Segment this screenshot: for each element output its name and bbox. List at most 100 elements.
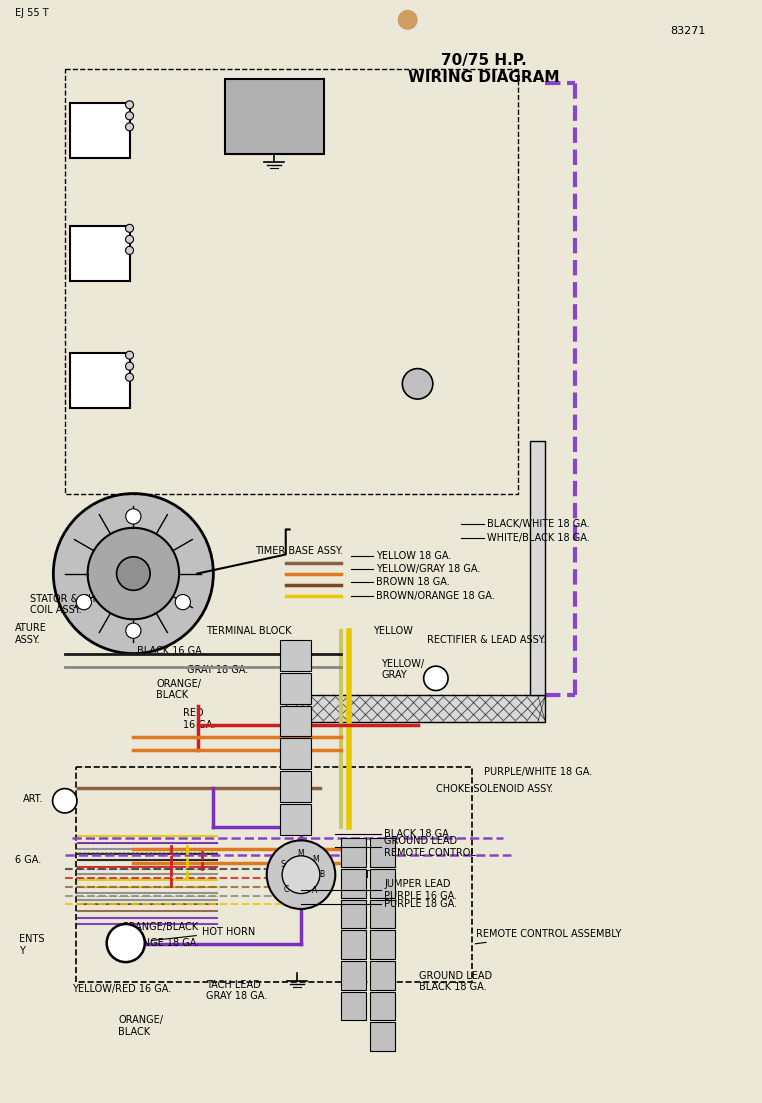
Text: ATURE
ASSY.: ATURE ASSY. xyxy=(15,623,47,645)
Text: 12: 12 xyxy=(378,1003,387,1009)
Text: YELLOW/GRAY 18 GA.: YELLOW/GRAY 18 GA. xyxy=(376,564,481,575)
Circle shape xyxy=(126,351,133,360)
FancyBboxPatch shape xyxy=(280,673,311,704)
FancyBboxPatch shape xyxy=(341,838,366,867)
FancyBboxPatch shape xyxy=(530,441,545,695)
Text: BROWN 18 GA.: BROWN 18 GA. xyxy=(376,577,450,588)
Text: WHITE/BLACK 18 GA.: WHITE/BLACK 18 GA. xyxy=(487,533,590,544)
Text: 6: 6 xyxy=(351,1003,356,1009)
Text: POWER PACK 3
ASSEMBLY: POWER PACK 3 ASSEMBLY xyxy=(233,106,315,128)
Text: COIL
1: COIL 1 xyxy=(87,370,113,392)
Text: TACH LEAD
GRAY 18 GA.: TACH LEAD GRAY 18 GA. xyxy=(206,979,267,1002)
Circle shape xyxy=(88,528,179,619)
Text: COIL
3: COIL 3 xyxy=(87,119,113,141)
FancyBboxPatch shape xyxy=(341,900,366,929)
FancyBboxPatch shape xyxy=(341,930,366,959)
Text: ENTS
Y: ENTS Y xyxy=(19,934,44,956)
FancyBboxPatch shape xyxy=(225,79,324,154)
Text: 3: 3 xyxy=(351,911,356,917)
Circle shape xyxy=(126,235,133,244)
Text: 83271: 83271 xyxy=(671,25,706,36)
Text: ORANGE 18 GA.: ORANGE 18 GA. xyxy=(122,938,199,949)
Text: JUMPER LEAD
PURPLE 16 GA.: JUMPER LEAD PURPLE 16 GA. xyxy=(384,879,457,901)
Text: PURPLE/WHITE 18 GA.: PURPLE/WHITE 18 GA. xyxy=(484,767,592,778)
Circle shape xyxy=(402,368,433,399)
Text: GROUND LEAD
BLACK 18 GA.: GROUND LEAD BLACK 18 GA. xyxy=(419,971,492,993)
FancyBboxPatch shape xyxy=(370,992,395,1020)
Text: BLACK/WHITE 18 GA.: BLACK/WHITE 18 GA. xyxy=(487,518,590,529)
FancyBboxPatch shape xyxy=(280,640,311,671)
Text: 2: 2 xyxy=(293,684,298,693)
FancyBboxPatch shape xyxy=(70,226,130,281)
Circle shape xyxy=(126,100,133,109)
Text: 3: 3 xyxy=(293,717,298,726)
FancyBboxPatch shape xyxy=(370,930,395,959)
Text: YELLOW: YELLOW xyxy=(373,625,413,636)
Text: CHOKE SOLENOID ASSY.: CHOKE SOLENOID ASSY. xyxy=(436,783,553,794)
FancyBboxPatch shape xyxy=(370,838,395,867)
Text: YELLOW/RED 16 GA.: YELLOW/RED 16 GA. xyxy=(72,984,171,995)
Text: ORANGE/
BLACK: ORANGE/ BLACK xyxy=(118,1015,163,1037)
Text: 10: 10 xyxy=(378,942,387,947)
Circle shape xyxy=(126,508,141,524)
Circle shape xyxy=(53,789,77,813)
Circle shape xyxy=(398,10,418,30)
Text: HOT HORN: HOT HORN xyxy=(152,927,255,941)
Text: STATOR & CHARGE
COIL ASSY.: STATOR & CHARGE COIL ASSY. xyxy=(30,593,123,615)
Circle shape xyxy=(267,840,335,909)
FancyBboxPatch shape xyxy=(70,353,130,408)
Text: A: A xyxy=(312,887,317,896)
Text: 6: 6 xyxy=(293,815,298,824)
Text: 4: 4 xyxy=(351,942,356,947)
Text: 6 GA.: 6 GA. xyxy=(15,855,41,866)
FancyBboxPatch shape xyxy=(341,992,366,1020)
Text: RECTIFIER & LEAD ASSY.: RECTIFIER & LEAD ASSY. xyxy=(427,634,546,645)
Circle shape xyxy=(126,122,133,131)
FancyBboxPatch shape xyxy=(370,869,395,898)
Text: 1: 1 xyxy=(293,651,298,660)
Text: TERMINAL BLOCK: TERMINAL BLOCK xyxy=(206,625,291,636)
Text: M: M xyxy=(298,849,304,858)
Text: 7: 7 xyxy=(380,849,385,856)
Text: ORANGE/
BLACK: ORANGE/ BLACK xyxy=(156,678,201,700)
Text: 15: 15 xyxy=(379,1035,386,1039)
Circle shape xyxy=(107,924,145,962)
Circle shape xyxy=(126,623,141,639)
Text: 11: 11 xyxy=(378,973,387,978)
Circle shape xyxy=(175,595,190,610)
Circle shape xyxy=(53,493,213,654)
Text: 2: 2 xyxy=(351,880,356,887)
FancyBboxPatch shape xyxy=(280,706,311,737)
Text: GRAY 18 GA.: GRAY 18 GA. xyxy=(187,664,248,675)
Text: B: B xyxy=(320,870,325,879)
Text: 70/75 H.P.
WIRING DIAGRAM: 70/75 H.P. WIRING DIAGRAM xyxy=(408,53,559,85)
FancyBboxPatch shape xyxy=(70,103,130,158)
Text: BLACK 18 GA.: BLACK 18 GA. xyxy=(384,828,452,839)
FancyBboxPatch shape xyxy=(280,804,311,835)
Circle shape xyxy=(117,557,150,590)
FancyBboxPatch shape xyxy=(280,771,311,802)
Text: 5: 5 xyxy=(293,782,298,791)
FancyBboxPatch shape xyxy=(370,961,395,989)
Text: PURPLE 18 GA.: PURPLE 18 GA. xyxy=(384,899,457,910)
Text: GROUND LEAD
REMOTE CONTROL: GROUND LEAD REMOTE CONTROL xyxy=(384,836,476,858)
Text: RED
16 GA.: RED 16 GA. xyxy=(183,708,215,730)
Text: BROWN/ORANGE 18 GA.: BROWN/ORANGE 18 GA. xyxy=(376,590,495,601)
Text: ORANGE/BLACK: ORANGE/BLACK xyxy=(122,921,199,932)
Text: ART.: ART. xyxy=(23,793,43,804)
FancyBboxPatch shape xyxy=(280,738,311,769)
FancyBboxPatch shape xyxy=(370,900,395,929)
Text: EJ 55 T: EJ 55 T xyxy=(15,8,49,19)
Text: C: C xyxy=(283,886,289,895)
Text: M: M xyxy=(312,855,319,864)
Circle shape xyxy=(282,856,320,893)
Text: BLACK 16 GA.: BLACK 16 GA. xyxy=(137,645,205,656)
Circle shape xyxy=(126,362,133,371)
Text: 9: 9 xyxy=(380,911,385,917)
Text: YELLOW/
GRAY: YELLOW/ GRAY xyxy=(381,658,424,681)
Text: 5: 5 xyxy=(351,973,356,978)
Circle shape xyxy=(126,111,133,120)
FancyBboxPatch shape xyxy=(341,961,366,989)
FancyBboxPatch shape xyxy=(370,1022,395,1051)
Text: COIL
2: COIL 2 xyxy=(87,243,113,265)
